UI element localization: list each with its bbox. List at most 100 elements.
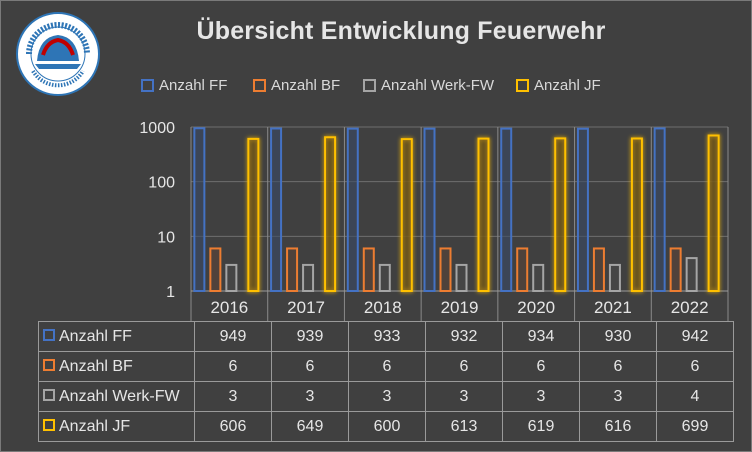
bar: [500, 127, 513, 293]
table-legend-swatch: [43, 389, 55, 402]
table-cell: 933: [348, 321, 426, 352]
plot-area: 1 10 100 1000 2016 2017 2018 2019 2020 2021 2022: [139, 120, 729, 321]
table-cell: 939: [271, 321, 349, 352]
bar: [532, 263, 545, 292]
bar: [302, 263, 315, 292]
table-row: Anzahl FF 949 939 933 932 934 930 942: [38, 321, 734, 352]
legend-label: Anzahl BF: [271, 76, 341, 94]
helmet-stripe-icon: [41, 37, 75, 56]
chart-legend: Anzahl FF Anzahl BF Anzahl Werk-FW Anzahl J…: [141, 75, 661, 97]
table-row-header: Anzahl JF: [38, 411, 195, 442]
legend-item: Anzahl FF: [141, 75, 227, 95]
bar: [423, 127, 436, 292]
legend-item: Anzahl BF: [253, 75, 340, 95]
bar: [608, 263, 621, 292]
table-cell: 3: [425, 381, 503, 412]
bar: [669, 247, 682, 292]
legend-swatch: [363, 78, 376, 92]
legend-label: Anzahl FF: [159, 76, 228, 94]
table-cell: 4: [656, 381, 734, 412]
table-legend-swatch: [43, 329, 55, 342]
x-tick-label: 2019: [441, 298, 479, 317]
table-series-name: Anzahl JF: [59, 417, 131, 435]
table-row-header: Anzahl FF: [38, 321, 195, 352]
table-cell: 6: [194, 351, 272, 382]
x-tick-label: 2021: [594, 298, 632, 317]
table-row: Anzahl BF 6 6 6 6 6 6 6: [38, 351, 734, 382]
x-tick-label: 2016: [210, 298, 248, 317]
bar: [209, 247, 222, 292]
table-cell: 934: [502, 321, 580, 352]
bar: [193, 127, 206, 292]
x-tick-label: 2022: [671, 298, 709, 317]
bar: [477, 137, 490, 292]
table-cell: 616: [579, 411, 657, 442]
x-tick-label: 2018: [364, 298, 402, 317]
legend-swatch: [253, 78, 266, 92]
legend-label: Anzahl JF: [534, 76, 601, 94]
table-cell: 699: [656, 411, 734, 442]
legend-label: Anzahl Werk-FW: [381, 76, 495, 94]
bar: [378, 263, 391, 292]
y-tick-label: 100: [148, 175, 175, 192]
table-cell: 930: [579, 321, 657, 352]
x-tick-label: 2017: [287, 298, 325, 317]
bar: [346, 127, 359, 292]
table-row: Anzahl Werk-FW 3 3 3 3 3 3 4: [38, 381, 734, 412]
table-cell: 613: [425, 411, 503, 442]
table-legend-swatch: [43, 359, 55, 372]
table-cell: 3: [271, 381, 349, 412]
legend-swatch: [516, 78, 529, 92]
bar: [653, 127, 666, 292]
bar: [247, 137, 260, 292]
y-tick-label: 1: [166, 284, 175, 301]
table-cell: 6: [579, 351, 657, 382]
association-logo: [16, 12, 100, 96]
helmet-icon: [37, 35, 79, 61]
table-cell: 619: [502, 411, 580, 442]
bar: [592, 247, 605, 292]
table-cell: 942: [656, 321, 734, 352]
table-cell: 949: [194, 321, 272, 352]
bar: [455, 263, 468, 292]
bar: [225, 263, 238, 292]
table-cell: 932: [425, 321, 503, 352]
table-cell: 3: [348, 381, 426, 412]
bar: [286, 247, 299, 292]
bar: [516, 247, 529, 292]
y-tick-label: 10: [157, 229, 175, 246]
table-cell: 6: [656, 351, 734, 382]
logo-lettering-bottom: [31, 69, 85, 88]
table-cell: 6: [271, 351, 349, 382]
y-tick-label: 1000: [139, 120, 175, 137]
table-cell: 600: [348, 411, 426, 442]
x-tick-label: 2020: [517, 298, 555, 317]
table-cell: 3: [194, 381, 272, 412]
table-row-header: Anzahl Werk-FW: [38, 381, 195, 412]
table-row: Anzahl JF 606 649 600 613 619 616 699: [38, 411, 734, 442]
table-series-name: Anzahl Werk-FW: [59, 387, 180, 405]
table-series-name: Anzahl BF: [59, 357, 133, 375]
table-cell: 6: [425, 351, 503, 382]
bar: [685, 257, 698, 293]
table-cell: 649: [271, 411, 349, 442]
bar: [270, 127, 283, 292]
bar: [362, 247, 375, 292]
legend-item: Anzahl JF: [516, 75, 601, 95]
chart-title: Übersicht Entwicklung Feuerwehr: [196, 17, 606, 45]
table-legend-swatch: [43, 419, 55, 432]
legend-item: Anzahl Werk-FW: [363, 75, 494, 95]
logo-lettering-top: [26, 22, 90, 55]
table-cell: 6: [348, 351, 426, 382]
helmet-brim-icon: [35, 64, 81, 69]
table-cell: 606: [194, 411, 272, 442]
table-series-name: Anzahl FF: [59, 327, 132, 345]
bar: [707, 134, 720, 292]
bar: [400, 138, 413, 292]
bar: [576, 127, 589, 292]
bar: [324, 136, 337, 292]
bar: [439, 247, 452, 292]
table-cell: 3: [579, 381, 657, 412]
table-cell: 3: [502, 381, 580, 412]
